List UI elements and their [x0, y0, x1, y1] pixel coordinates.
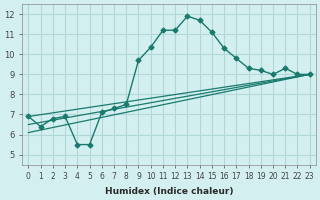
X-axis label: Humidex (Indice chaleur): Humidex (Indice chaleur) — [105, 187, 233, 196]
